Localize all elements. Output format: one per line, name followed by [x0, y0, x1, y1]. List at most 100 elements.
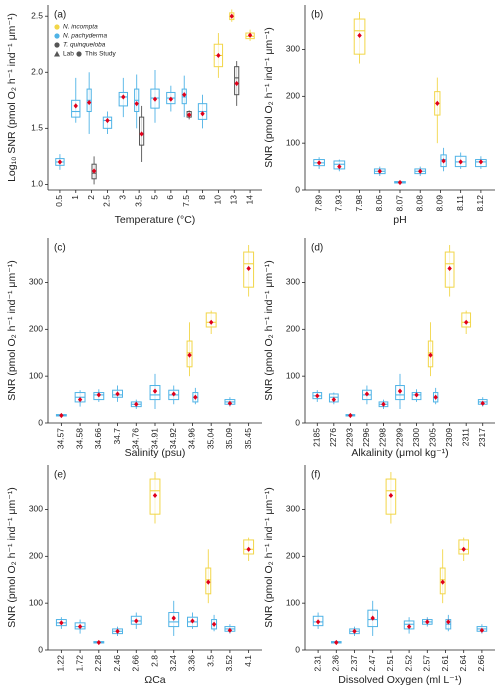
legend-swatch [54, 42, 60, 48]
x-tick-label: 35.04 [205, 428, 215, 450]
mean-marker [435, 100, 440, 106]
mean-marker [115, 391, 120, 397]
mean-marker [334, 639, 339, 646]
mean-marker [121, 94, 126, 100]
mean-marker [171, 615, 176, 621]
legend-label: N. incompta [63, 24, 98, 31]
x-tick-label: 8.08 [414, 195, 424, 212]
x-tick-label: 8 [197, 195, 207, 200]
x-tick-label: 8.06 [374, 195, 384, 212]
x-tick-label: 34.91 [149, 428, 159, 450]
mean-marker [187, 352, 192, 358]
panel-label: (e) [54, 470, 66, 481]
x-tick-label: 7.93 [334, 195, 344, 212]
mean-marker [115, 628, 120, 634]
mean-marker [397, 179, 403, 186]
x-axis-title: pH [393, 214, 406, 226]
x-tick-label: 13 [228, 195, 238, 205]
x-tick-label: 2185 [312, 428, 322, 447]
mean-marker [388, 492, 394, 499]
mean-marker [446, 619, 451, 625]
mean-marker [134, 618, 139, 624]
y-tick-label: 1.0 [31, 179, 43, 189]
y-tick-label: 200 [29, 324, 43, 334]
mean-marker [348, 412, 353, 419]
mean-marker [86, 99, 92, 106]
x-tick-label: 2296 [361, 428, 371, 447]
mean-marker [461, 546, 466, 552]
panel-label: (c) [54, 243, 66, 254]
mean-marker [227, 400, 233, 406]
panel-label: (f) [311, 470, 320, 481]
mean-marker [139, 131, 144, 137]
mean-marker [331, 396, 337, 403]
mean-marker [96, 392, 102, 398]
x-tick-label: 2299 [394, 428, 404, 447]
x-tick-label: 7.89 [313, 195, 323, 212]
x-axis-title: Salinity (psu) [125, 447, 186, 459]
y-axis-title: SNR (pmol O₂ h⁻¹ ind⁻¹ μm⁻¹) [263, 487, 275, 628]
x-tick-label: 3.24 [168, 655, 178, 672]
x-tick-label: 3.36 [187, 655, 197, 672]
x-tick-label: 1.22 [56, 655, 66, 672]
y-axis-title: Log₁₀ SNR (pmol O₂ h⁻¹ ind⁻¹ μm⁻¹) [6, 13, 18, 182]
x-tick-label: 8.12 [475, 195, 485, 212]
mean-marker [152, 492, 158, 499]
mean-marker [152, 388, 158, 394]
mean-marker [168, 96, 174, 102]
mean-marker [227, 627, 233, 633]
x-tick-label: 2309 [444, 428, 454, 447]
box [71, 99, 81, 118]
mean-marker [247, 32, 253, 38]
x-tick-label: 10 [213, 195, 223, 205]
x-tick-label: 7.98 [354, 195, 364, 212]
mean-marker [73, 103, 78, 109]
y-tick-label: 1.5 [31, 123, 43, 133]
legend-label: N. pachyderma [63, 33, 107, 40]
x-tick-label: 34.66 [93, 428, 103, 450]
y-tick-label: 100 [29, 370, 43, 380]
x-tick-label: 2300 [411, 428, 421, 447]
mean-marker [316, 160, 322, 166]
y-axis-title: SNR (pmol O₂ h⁻¹ ind⁻¹ μm⁻¹) [6, 260, 18, 401]
x-tick-label: 2298 [378, 428, 388, 447]
x-tick-label: 2.66 [131, 655, 141, 672]
mean-marker [479, 627, 485, 633]
x-tick-label: 2.61 [440, 655, 450, 672]
x-tick-label: 34.7 [112, 428, 122, 445]
mean-marker [182, 92, 187, 98]
mean-marker [96, 639, 102, 646]
mean-marker [315, 619, 321, 625]
y-tick-label: 0 [295, 644, 300, 654]
y-tick-label: 0 [295, 417, 300, 427]
x-tick-label: 2.5 [102, 195, 112, 207]
y-tick-label: 0 [295, 184, 300, 194]
legend-label: This Study [85, 51, 116, 58]
legend-label: T. quinqueloba [63, 42, 106, 49]
mean-marker [186, 112, 192, 118]
mean-marker [377, 168, 382, 174]
x-tick-label: 2.52 [403, 655, 413, 672]
panel-label: (a) [54, 10, 66, 21]
mean-marker [447, 265, 452, 272]
x-tick-label: 4.1 [243, 655, 253, 667]
x-tick-label: 2.36 [331, 655, 341, 672]
y-tick-label: 200 [286, 551, 300, 561]
mean-marker [246, 546, 251, 552]
x-tick-label: 2 [86, 195, 96, 200]
mean-marker [234, 80, 239, 87]
mean-marker [91, 168, 97, 174]
x-tick-label: 2317 [477, 428, 487, 447]
mean-marker [208, 319, 214, 325]
x-tick-label: 3 [118, 195, 128, 200]
x-tick-label: 3.5 [133, 195, 143, 207]
x-tick-label: 6 [165, 195, 175, 200]
legend-shape [76, 51, 82, 57]
x-tick-label: 2.51 [385, 655, 395, 672]
y-tick-label: 100 [29, 597, 43, 607]
x-tick-label: 34.58 [74, 428, 84, 450]
x-tick-label: 2311 [460, 428, 470, 447]
mean-marker [463, 319, 469, 325]
mean-marker [59, 412, 64, 419]
